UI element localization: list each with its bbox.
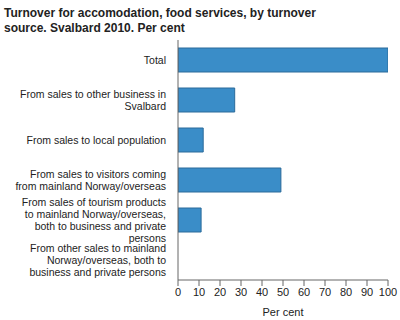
svg-text:40: 40 bbox=[256, 286, 268, 298]
svg-text:100: 100 bbox=[379, 286, 392, 298]
svg-text:50: 50 bbox=[277, 286, 289, 298]
svg-text:Total: Total bbox=[144, 54, 166, 66]
svg-text:From sales of tourism products: From sales of tourism productsto mainlan… bbox=[22, 196, 166, 244]
svg-text:From sales to visitors comingf: From sales to visitors comingfrom mainla… bbox=[15, 168, 166, 192]
svg-text:30: 30 bbox=[235, 286, 247, 298]
svg-text:Per cent: Per cent bbox=[263, 306, 304, 318]
svg-text:90: 90 bbox=[361, 286, 373, 298]
svg-text:70: 70 bbox=[319, 286, 331, 298]
svg-text:0: 0 bbox=[175, 286, 181, 298]
svg-text:60: 60 bbox=[298, 286, 310, 298]
svg-text:From sales to other business i: From sales to other business inSvalbard bbox=[20, 88, 166, 112]
svg-text:From other sales to mainlandNo: From other sales to mainlandNorway/overs… bbox=[29, 242, 166, 278]
svg-text:80: 80 bbox=[340, 286, 352, 298]
svg-text:From sales to local population: From sales to local population bbox=[27, 134, 167, 146]
svg-text:20: 20 bbox=[214, 286, 226, 298]
html-text:Turnover for accomodation, foo: Turnover for accomodation, food services… bbox=[4, 6, 316, 35]
svg-text:10: 10 bbox=[193, 286, 205, 298]
